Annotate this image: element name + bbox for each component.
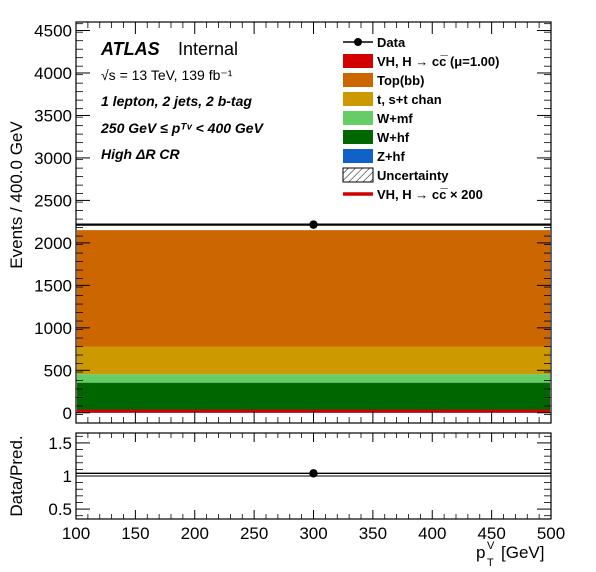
legend-entry-7-label: Uncertainty: [377, 168, 449, 183]
energy-label: √s = 13 TeV, 139 fb⁻¹: [101, 67, 233, 83]
main-y-tick-label-8: 4000: [34, 64, 72, 83]
x-tick-label-2: 200: [181, 524, 209, 543]
legend-entry-0-label: Data: [377, 35, 406, 50]
x-tick-labels: 100 150 200 250 300 350 400 450 500: [62, 524, 565, 543]
ratio-panel: 0.5 1 1.5 100 150 200 250 300 350 400 450 500: [48, 432, 565, 543]
x-axis-title-unit: [GeV]: [501, 543, 544, 562]
main-y-tick-label-4: 2000: [34, 234, 72, 253]
x-tick-label-1: 150: [121, 524, 149, 543]
main-y-tick-label-3: 1500: [34, 276, 72, 295]
legend-entry-5-label: W+hf: [377, 130, 410, 145]
legend-entry-0-marker: [354, 38, 362, 46]
main-panel: 0 500 1000 1500 2000 2500 3000 3500 4000 4500: [34, 21, 552, 424]
annotation-block: ATLAS Internal √s = 13 TeV, 139 fb⁻¹ 1 l…: [100, 39, 265, 162]
legend-entry-8-label: VH, H → cc̅ × 200: [377, 187, 483, 202]
legend-entry-4-swatch: [343, 111, 373, 125]
main-y-tick-label-0: 0: [63, 404, 72, 423]
x-axis-title: p T V [GeV]: [476, 540, 544, 569]
stack-bar-4: [77, 346, 550, 375]
x-tick-label-0: 100: [62, 524, 90, 543]
channel-label: 1 lepton, 2 jets, 2 b-tag: [101, 93, 252, 109]
ratio-content: [76, 469, 551, 478]
x-tick-label-7: 450: [477, 524, 505, 543]
ratio-ticks: [75, 433, 552, 519]
stack-bar-5: [77, 230, 550, 347]
x-axis-title-superscript: V: [487, 540, 495, 552]
main-y-tick-label-6: 3000: [34, 149, 72, 168]
ratio-y-tick-label-2: 1.5: [48, 434, 72, 453]
main-y-axis-title: Events / 400.0 GeV: [7, 121, 26, 269]
legend-entry-1-label: VH, H → cc̅ (μ=1.00): [377, 54, 499, 69]
region-label: High ΔR CR: [101, 146, 181, 162]
legend-entry-3-swatch: [343, 92, 373, 106]
ratio-y-axis-title: Data/Pred.: [7, 435, 26, 516]
x-tick-label-5: 350: [359, 524, 387, 543]
legend: Data VH, H → cc̅ (μ=1.00) Top(bb) t, s+t ch…: [342, 35, 499, 202]
main-y-tick-label-5: 2500: [34, 191, 72, 210]
pt-range-label: 250 GeV ≤ pᵀᵛ < 400 GeV: [100, 120, 265, 136]
legend-entry-6-swatch: [343, 149, 373, 163]
atlas-label: ATLAS: [100, 39, 160, 59]
x-tick-label-4: 300: [299, 524, 327, 543]
legend-entry-2-swatch: [343, 73, 373, 87]
ratio-point-0: [309, 469, 318, 478]
ratio-y-tick-label-1: 1: [63, 467, 72, 486]
legend-entry-5-swatch: [343, 130, 373, 144]
ratio-y-tick-labels: 0.5 1 1.5: [48, 434, 72, 519]
internal-label: Internal: [178, 39, 238, 59]
main-y-tick-labels: 0 500 1000 1500 2000 2500 3000 3500 4000 4500: [34, 21, 72, 422]
x-tick-label-3: 250: [240, 524, 268, 543]
ratio-y-tick-label-0: 0.5: [48, 500, 72, 519]
legend-entry-2-label: Top(bb): [377, 73, 424, 88]
main-y-tick-label-2: 1000: [34, 319, 72, 338]
stacked-bars: [77, 230, 550, 413]
legend-entry-1-swatch: [343, 54, 373, 68]
legend-entry-7-swatch: [342, 167, 374, 183]
legend-entry-3-label: t, s+t chan: [377, 92, 442, 107]
data-points: [309, 220, 318, 229]
x-axis-title-subscript: T: [487, 557, 494, 569]
data-point-0: [309, 220, 318, 229]
main-y-tick-label-1: 500: [44, 361, 72, 380]
main-ticks: [75, 22, 552, 424]
main-y-tick-label-7: 3500: [34, 106, 72, 125]
x-axis-title-symbol: p: [476, 543, 485, 562]
x-tick-label-6: 400: [418, 524, 446, 543]
stack-bar-2: [77, 382, 550, 411]
legend-entry-4-label: W+mf: [377, 111, 413, 126]
legend-entry-6-label: Z+hf: [377, 149, 405, 164]
x-tick-label-8: 500: [537, 524, 565, 543]
main-y-tick-label-9: 4500: [34, 21, 72, 40]
stack-bar-3: [77, 374, 550, 383]
